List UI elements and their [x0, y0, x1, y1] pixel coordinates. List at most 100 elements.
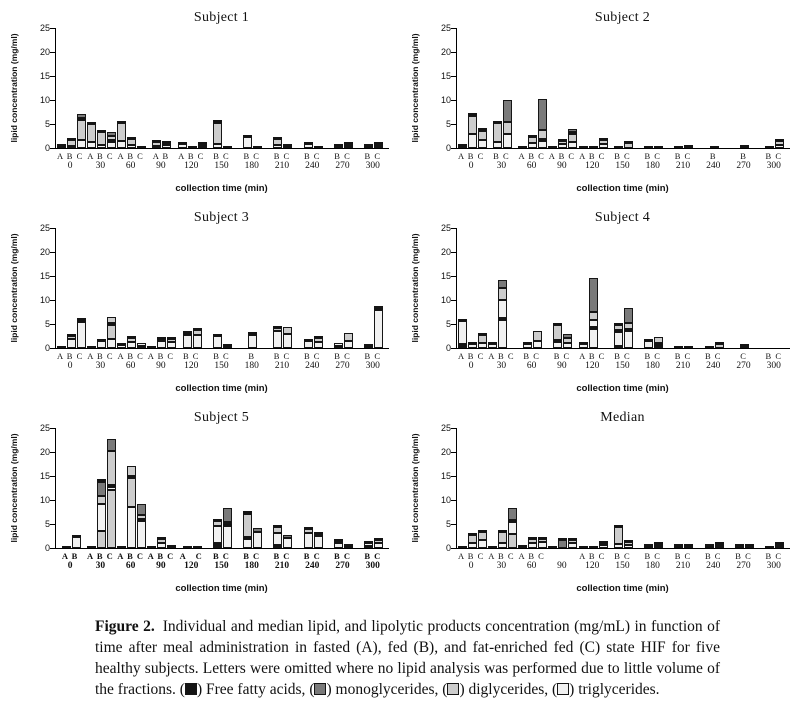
- letters-label: B C: [523, 351, 540, 361]
- letters-label: A B C: [458, 551, 485, 561]
- y-tick-label: 0: [445, 343, 451, 353]
- stacked-bar: [253, 146, 263, 148]
- stacked-bar: [152, 140, 162, 148]
- bar-segment-dg: [106, 325, 116, 339]
- bar-segment-tg: [374, 310, 384, 348]
- bar-group: [117, 428, 147, 548]
- bar-segment-tg: [364, 144, 374, 146]
- bar-group: [207, 428, 237, 548]
- bar-segment-dg: [568, 540, 578, 543]
- bar-segment-dg: [157, 339, 167, 341]
- stacked-bar: [253, 528, 263, 548]
- stacked-bar: [765, 146, 775, 148]
- stacked-bar: [66, 138, 76, 148]
- y-tick-mark: [50, 52, 55, 53]
- stacked-bar: [745, 544, 755, 548]
- bar-segment-tg: [775, 546, 785, 548]
- stacked-bar: [61, 546, 71, 548]
- bar-segment-tg: [704, 544, 714, 546]
- stacked-bar: [86, 546, 96, 548]
- letters-label: B C: [273, 351, 291, 361]
- bar-segment-dg: [467, 116, 477, 134]
- stacked-bar: [553, 323, 563, 348]
- y-tick-mark: [50, 124, 55, 125]
- y-tick-mark: [50, 500, 55, 501]
- bar-segment-ffa: [775, 139, 785, 141]
- bar-segment-tg: [528, 543, 538, 548]
- bar-segment-ffa: [598, 541, 608, 543]
- bar-segment-dg: [152, 142, 162, 146]
- bar-segment-dg: [477, 131, 487, 140]
- bar-segment-ffa: [334, 346, 344, 348]
- bar-segment-dg: [192, 330, 202, 335]
- bar-segment-tg: [588, 329, 598, 348]
- stacked-bar: [477, 128, 487, 148]
- bar-segment-tg: [117, 141, 127, 148]
- y-tick-label: 15: [440, 471, 451, 481]
- bar-segment-dg: [273, 527, 283, 533]
- bar-segment-tg: [167, 342, 177, 348]
- legend-swatch-ffa: [184, 683, 197, 695]
- stacked-bar: [303, 142, 313, 148]
- bar-segment-ffa: [96, 339, 106, 341]
- bar-segment-tg: [364, 344, 374, 346]
- bar-segment-ffa: [374, 308, 384, 310]
- bar-segment-ffa: [117, 121, 127, 123]
- y-tick-mark: [451, 148, 456, 149]
- time-label: 180: [645, 161, 660, 171]
- plot-area: [456, 228, 790, 349]
- y-tick-label: 5: [44, 119, 50, 129]
- letters-label: B C: [304, 351, 321, 361]
- bar-segment-mg: [106, 439, 116, 451]
- bar-segment-dg: [127, 139, 137, 145]
- time-label: 240: [305, 361, 320, 371]
- y-tick-mark: [50, 276, 55, 277]
- y-tick-mark: [451, 252, 456, 253]
- stacked-bar: [674, 346, 684, 348]
- y-tick-label: 20: [39, 47, 50, 57]
- bar-segment-ffa: [613, 330, 623, 332]
- bar-segment-ffa: [86, 122, 96, 124]
- y-tick-mark: [50, 28, 55, 29]
- y-tick-label: 15: [440, 271, 451, 281]
- bar-segment-ffa: [71, 535, 81, 537]
- letters-label: B C: [243, 551, 261, 561]
- bar-segment-dg: [775, 141, 785, 145]
- y-tick-label: 15: [39, 471, 50, 481]
- y-tick-mark: [50, 228, 55, 229]
- bar-segment-tg: [106, 487, 116, 490]
- bar-segment-ffa: [765, 146, 775, 148]
- y-tick-label: 20: [440, 47, 451, 57]
- bar-segment-tg: [684, 546, 694, 548]
- stacked-bar: [487, 342, 497, 348]
- bar-segment-tg: [313, 342, 323, 348]
- bar-segment-tg: [303, 533, 313, 548]
- y-tick-label: 20: [440, 247, 451, 257]
- bar-segment-tg: [273, 331, 283, 348]
- bar-group: [548, 228, 578, 348]
- bar-segment-tg: [598, 545, 608, 548]
- bar-segment-ffa: [704, 546, 714, 548]
- y-tick-mark: [451, 28, 456, 29]
- y-tick-label: 5: [44, 519, 50, 529]
- time-row: 0 30 60 90 120 150 180 210 240 270 300: [55, 561, 388, 571]
- bar-segment-dg: [553, 325, 563, 340]
- legend-swatch-tg: [557, 683, 570, 695]
- stacked-bar: [598, 138, 608, 148]
- y-tick-label: 25: [440, 223, 451, 233]
- bar-segment-tg: [313, 536, 323, 548]
- bar-segment-tg: [152, 146, 162, 148]
- bar-segment-ffa: [714, 542, 724, 544]
- stacked-bar: [497, 280, 507, 348]
- bar-segment-tg: [243, 137, 253, 148]
- stacked-bar: [740, 344, 750, 348]
- bar-group: [518, 228, 548, 348]
- stacked-bar: [334, 539, 344, 548]
- bar-segment-tg: [106, 142, 116, 148]
- stacked-bar: [674, 544, 684, 548]
- bar-segment-ffa: [558, 538, 568, 540]
- stacked-bar: [563, 334, 573, 348]
- bar-group: [578, 28, 608, 148]
- bar-segment-ffa: [106, 323, 116, 325]
- time-label: 90: [557, 361, 567, 371]
